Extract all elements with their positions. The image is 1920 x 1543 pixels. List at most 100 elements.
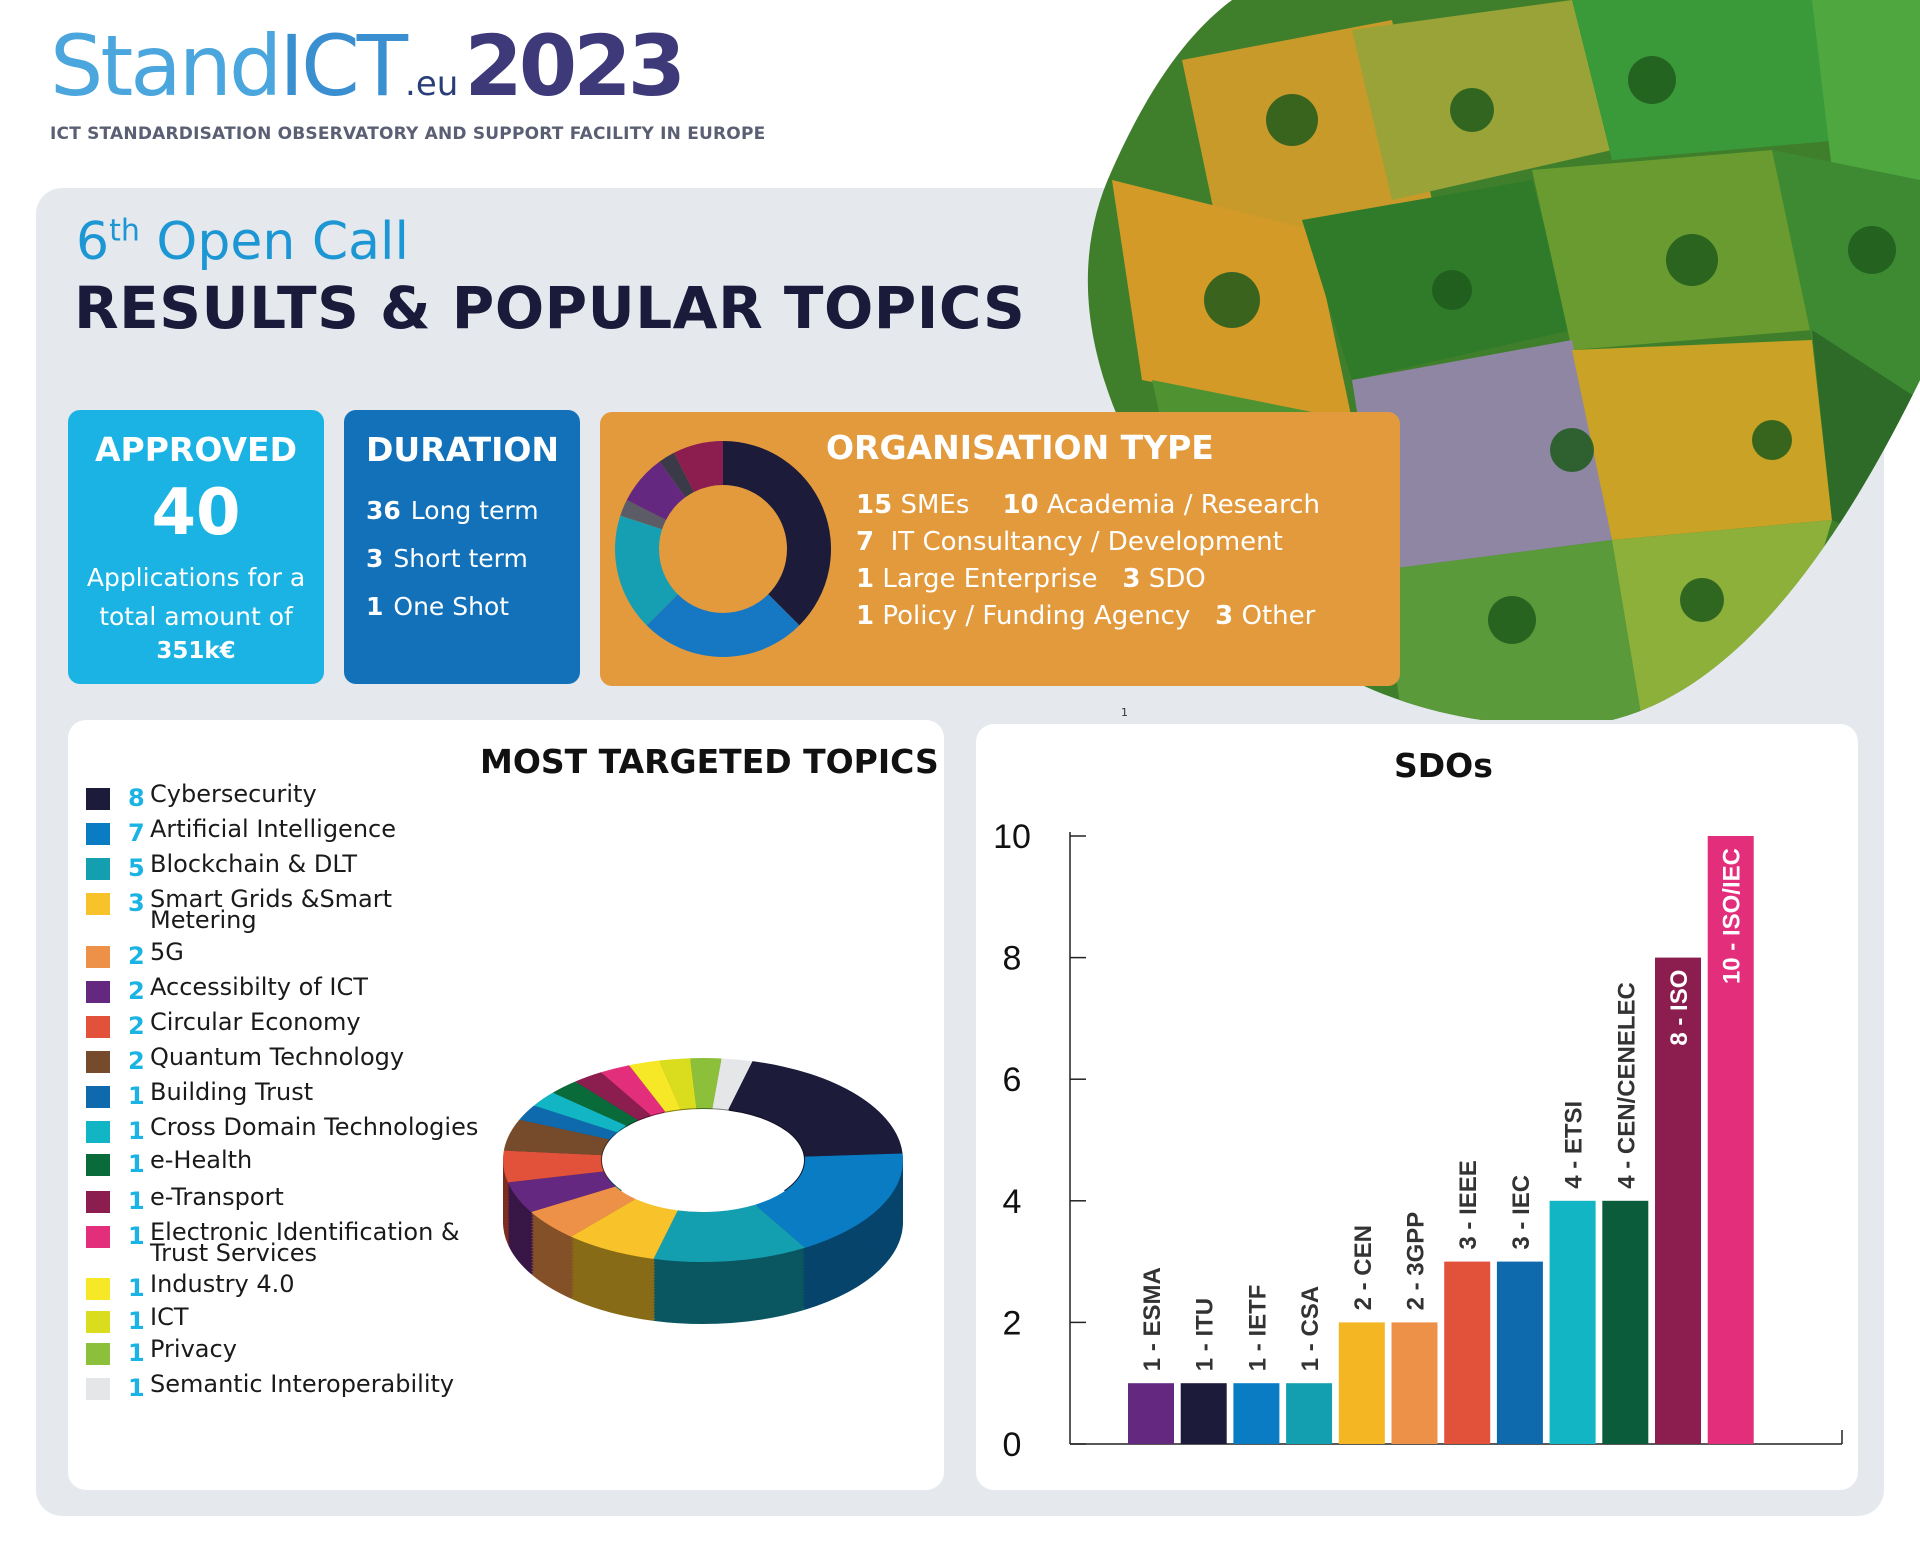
call-ordinal: th: [109, 213, 140, 249]
logo-year-text: 2023: [464, 17, 686, 115]
sdo-bar-label: 3 - IEEE: [1455, 1160, 1482, 1249]
topic-legend-swatch: [86, 788, 110, 810]
duration-label: One Shot: [393, 592, 510, 621]
org-label: Large Enterprise: [882, 564, 1098, 594]
sdo-bar: [1707, 836, 1754, 1444]
sdo-bar: [1233, 1383, 1280, 1444]
call-text: Open Call: [139, 212, 409, 272]
topic-legend-count: 1: [128, 1339, 145, 1367]
y-tick-label: 8: [1003, 940, 1022, 978]
topic-donut-slice: [690, 1058, 722, 1109]
topic-donut-slice: [503, 1119, 610, 1156]
topic-donut-slice: [552, 1081, 638, 1126]
sdo-bar-label: 4 - CEN/CENELEC: [1613, 982, 1640, 1189]
topic-legend-swatch: [86, 1278, 110, 1300]
y-tick-label: 6: [1003, 1061, 1022, 1099]
topic-legend-swatch: [86, 1154, 110, 1176]
sdo-bar: [1391, 1322, 1438, 1444]
topic-donut-slice: [519, 1105, 617, 1140]
duration-num: 3: [366, 544, 384, 573]
topic-legend-label: Electronic Identification & Trust Service…: [150, 1218, 460, 1267]
topic-legend-count: 5: [128, 854, 145, 882]
topic-legend-swatch: [86, 823, 110, 845]
organisation-card: ORGANISATION TYPE 15 SMEs 10 Academia / …: [600, 412, 1400, 686]
topic-legend-label: e-Health: [150, 1146, 253, 1174]
org-donut-slice: [723, 441, 831, 626]
topic-legend-label: Artificial Intelligence: [150, 815, 396, 843]
org-num: 3: [1215, 601, 1234, 631]
topic-legend-label: Building Trust: [150, 1078, 314, 1106]
org-num: 3: [1122, 564, 1141, 594]
topic-donut-slice: [600, 1065, 666, 1116]
y-tick-label: 2: [1003, 1304, 1022, 1342]
topic-donut-slice: [503, 1150, 604, 1183]
org-donut-slice: [620, 499, 666, 530]
duration-item: 36 Long term: [366, 496, 539, 525]
org-donut-slice: [673, 441, 723, 492]
sdo-bar: [1602, 1200, 1649, 1444]
topic-donut-slice: [570, 1199, 678, 1259]
topic-legend-count: 1: [128, 1187, 145, 1215]
topic-legend-swatch: [86, 981, 110, 1003]
topic-legend-swatch: [86, 1191, 110, 1213]
topic-legend-label: 5G: [150, 938, 184, 966]
topic-legend-count: 2: [128, 1012, 145, 1040]
topic-legend-count: 1: [128, 1150, 145, 1178]
stray-label: 1: [1121, 706, 1128, 719]
duration-label: Long term: [410, 496, 539, 525]
sdo-bar-label: 2 - 3GPP: [1403, 1212, 1430, 1311]
logo-eu-text: .eu: [405, 64, 459, 104]
page-title: RESULTS & POPULAR TOPICS: [74, 274, 1026, 342]
topic-legend-label: Quantum Technology: [150, 1043, 405, 1071]
duration-title: DURATION: [366, 430, 560, 469]
topic-legend-count: 1: [128, 1374, 145, 1402]
call-number: 6: [76, 212, 110, 272]
org-num: 7: [856, 527, 875, 557]
topic-legend-label: Accessibilty of ICT: [150, 973, 368, 1001]
topic-legend-label: ICT: [150, 1303, 189, 1331]
open-call-label: 6th Open Call: [76, 212, 409, 272]
duration-num: 36: [366, 496, 401, 525]
approved-count: 40: [151, 476, 241, 550]
topic-legend-swatch: [86, 1121, 110, 1143]
topic-legend-count: 2: [128, 977, 145, 1005]
org-label: Policy / Funding Agency: [882, 601, 1191, 631]
org-num: 10: [1002, 490, 1039, 520]
org-donut-slice: [615, 515, 678, 626]
sdo-bar-label: 8 - ISO: [1666, 970, 1693, 1046]
org-donut-slice: [646, 594, 800, 657]
approved-text-line2: total amount of: [99, 602, 293, 631]
org-label: Academia / Research: [1046, 490, 1320, 520]
topic-legend-swatch: [86, 1378, 110, 1400]
approved-title: APPROVED: [95, 430, 297, 469]
topic-legend-count: 8: [128, 784, 145, 812]
topic-legend-label: Smart Grids &Smart Metering: [150, 885, 393, 934]
approved-card: APPROVED 40 Applications for a total amou…: [68, 410, 324, 684]
topic-donut-slice: [755, 1153, 903, 1248]
org-num: 1: [856, 601, 875, 631]
org-num: 15: [856, 490, 893, 520]
organisation-line: 7 IT Consultancy / Development: [856, 527, 1283, 557]
topic-legend-count: 3: [128, 889, 145, 917]
sdo-bar-label: 4 - ETSI: [1561, 1101, 1588, 1189]
topic-donut-slice: [712, 1058, 753, 1110]
sdo-bar: [1128, 1383, 1174, 1444]
sdo-bar-label: 1 - ITU: [1192, 1298, 1219, 1371]
topic-donut-slice: [653, 1204, 806, 1262]
topic-legend-swatch: [86, 1343, 110, 1365]
topic-legend-label: Cross Domain Technologies: [150, 1113, 479, 1141]
sdo-bar-label: 1 - IETF: [1244, 1285, 1271, 1372]
org-num: 1: [856, 564, 875, 594]
sdo-chart-title: SDOs: [1394, 746, 1493, 785]
organisation-title: ORGANISATION TYPE: [826, 428, 1214, 467]
y-tick-label: 10: [993, 818, 1031, 856]
topic-donut-slice: [629, 1060, 681, 1112]
topic-legend-swatch: [86, 858, 110, 880]
sdo-bar: [1286, 1383, 1333, 1444]
organisation-donut-chart: [615, 441, 831, 657]
y-tick-label: 0: [1003, 1426, 1022, 1464]
sdo-bar: [1496, 1261, 1543, 1444]
topic-legend-swatch: [86, 1016, 110, 1038]
organisation-line: 15 SMEs 10 Academia / Research: [856, 490, 1320, 520]
topic-donut-slice: [507, 1171, 616, 1213]
